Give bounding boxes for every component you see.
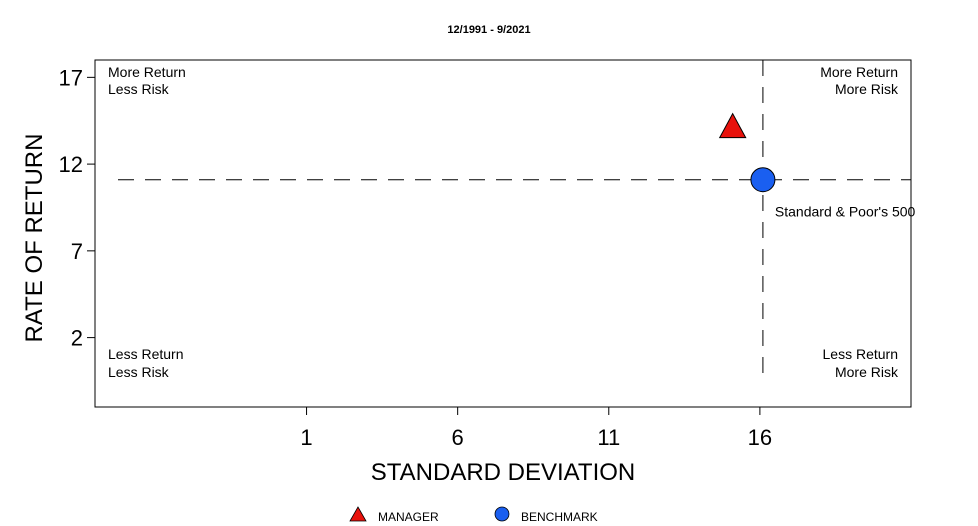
quadrant-bottom-right-line1: Less Return — [823, 346, 898, 362]
y-tick-label: 12 — [59, 152, 83, 177]
y-tick-label: 7 — [71, 239, 83, 264]
point-label-benchmark: Standard & Poor's 500 — [775, 204, 916, 220]
legend: MANAGER BENCHMARK — [349, 506, 598, 524]
chart-subtitle: 12/1991 - 9/2021 — [447, 24, 530, 36]
quadrant-top-left-line1: More Return — [108, 64, 186, 80]
data-points: Standard & Poor's 500 — [718, 112, 916, 220]
legend-benchmark-label: BENCHMARK — [521, 510, 598, 524]
point-benchmark — [750, 167, 776, 193]
quadrant-top-left-line2: Less Risk — [108, 81, 170, 97]
x-axis-ticks: 1 6 11 16 — [300, 407, 772, 450]
quadrant-top-right-line2: More Risk — [835, 81, 899, 97]
quadrant-bottom-right-line2: More Risk — [835, 364, 899, 380]
reference-lines — [118, 60, 911, 383]
point-manager — [718, 112, 747, 139]
quadrant-bottom-left-line2: Less Risk — [108, 364, 170, 380]
plot-area — [94, 59, 912, 408]
y-axis-ticks: 2 7 12 17 — [59, 65, 95, 351]
quadrant-top-right-line1: More Return — [820, 64, 898, 80]
x-tick-label: 11 — [597, 425, 620, 450]
y-axis-label: RATE OF RETURN — [21, 134, 48, 343]
y-tick-label: 17 — [59, 65, 83, 90]
x-tick-label: 1 — [300, 425, 312, 450]
legend-manager-label: MANAGER — [378, 510, 439, 524]
quadrant-labels: More Return Less Risk More Return More R… — [108, 64, 899, 380]
y-tick-label: 2 — [71, 326, 83, 351]
legend-benchmark-marker — [494, 506, 510, 522]
x-axis-label: STANDARD DEVIATION — [371, 459, 635, 486]
x-tick-label: 16 — [748, 425, 772, 450]
x-tick-label: 6 — [452, 425, 464, 450]
quadrant-bottom-left-line1: Less Return — [108, 346, 183, 362]
legend-manager-marker — [349, 506, 367, 522]
